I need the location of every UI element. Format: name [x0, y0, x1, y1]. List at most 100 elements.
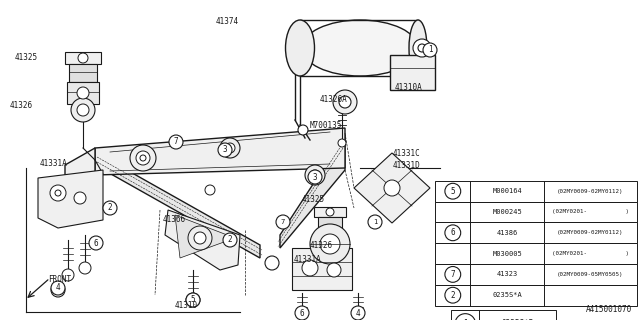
Circle shape [413, 39, 431, 57]
Circle shape [455, 314, 476, 320]
Text: (02MY0009-02MY0112): (02MY0009-02MY0112) [557, 189, 623, 194]
Polygon shape [165, 210, 240, 270]
Circle shape [51, 283, 65, 297]
Circle shape [51, 281, 65, 295]
Bar [451, 310, 556, 320]
Text: 41326A: 41326A [320, 95, 348, 105]
Circle shape [225, 143, 235, 153]
Circle shape [50, 185, 66, 201]
Text: 41310A: 41310A [395, 84, 423, 92]
Bar [435, 181, 637, 202]
Circle shape [71, 98, 95, 122]
Circle shape [136, 151, 150, 165]
Circle shape [130, 145, 156, 171]
Circle shape [223, 233, 237, 247]
Text: 2: 2 [451, 291, 455, 300]
Bar [292, 248, 352, 290]
Circle shape [103, 201, 117, 215]
Circle shape [186, 293, 200, 307]
Circle shape [418, 44, 426, 52]
Text: 0235S*A: 0235S*A [492, 292, 522, 298]
Circle shape [384, 180, 400, 196]
Bar [65, 52, 101, 64]
Polygon shape [95, 152, 260, 258]
Text: 41325: 41325 [15, 53, 38, 62]
Text: M000164: M000164 [492, 188, 522, 194]
Text: 41331A: 41331A [294, 255, 322, 265]
Bar [69, 64, 97, 82]
Text: M700135: M700135 [310, 121, 342, 130]
Polygon shape [38, 170, 103, 228]
Circle shape [194, 232, 206, 244]
Text: 41331A: 41331A [40, 158, 68, 167]
Text: (02MY0201-           ): (02MY0201- ) [552, 251, 629, 256]
Circle shape [302, 260, 318, 276]
Text: 5: 5 [191, 295, 195, 305]
Polygon shape [175, 215, 235, 258]
Text: 0235S*B: 0235S*B [502, 319, 534, 320]
Circle shape [338, 139, 346, 147]
Text: (02MY0009-05MY0505): (02MY0009-05MY0505) [557, 272, 623, 277]
Circle shape [298, 125, 308, 135]
Circle shape [326, 208, 334, 216]
Text: 41386: 41386 [497, 230, 518, 236]
Circle shape [78, 53, 88, 63]
Bar [390, 55, 435, 90]
Text: 6: 6 [451, 228, 455, 237]
Circle shape [89, 236, 103, 250]
Circle shape [295, 306, 309, 320]
Circle shape [327, 263, 341, 277]
Text: 41323: 41323 [497, 271, 518, 277]
Circle shape [445, 183, 461, 199]
Circle shape [220, 138, 240, 158]
Circle shape [140, 155, 146, 161]
Circle shape [218, 143, 232, 157]
Circle shape [308, 170, 322, 184]
Polygon shape [65, 148, 95, 192]
Circle shape [320, 234, 340, 254]
Circle shape [445, 267, 461, 282]
Circle shape [333, 90, 357, 114]
Circle shape [310, 224, 350, 264]
Bar [435, 222, 637, 243]
Bar [435, 285, 637, 306]
Ellipse shape [285, 20, 314, 76]
Text: 41374: 41374 [216, 18, 239, 27]
Circle shape [310, 170, 320, 180]
Circle shape [296, 307, 308, 319]
Text: (02MY0009-02MY0112): (02MY0009-02MY0112) [557, 230, 623, 235]
Text: A415001070: A415001070 [586, 305, 632, 314]
Circle shape [368, 215, 382, 229]
Text: 41331D: 41331D [393, 161, 420, 170]
Text: 2: 2 [108, 204, 112, 212]
Circle shape [62, 269, 74, 281]
Text: 41326: 41326 [10, 100, 33, 109]
Text: 4: 4 [56, 284, 60, 292]
Text: M000245: M000245 [492, 209, 522, 215]
Text: M030005: M030005 [492, 251, 522, 257]
Ellipse shape [302, 20, 418, 76]
Bar [318, 217, 342, 235]
Text: 6: 6 [300, 308, 304, 317]
Text: 41326: 41326 [310, 241, 333, 250]
Circle shape [77, 104, 89, 116]
Bar [435, 264, 637, 285]
Circle shape [352, 307, 364, 319]
Circle shape [445, 287, 461, 303]
Circle shape [169, 135, 183, 149]
Text: 7: 7 [173, 138, 179, 147]
Bar [67, 82, 99, 104]
Polygon shape [95, 128, 345, 175]
Text: 4: 4 [356, 308, 360, 317]
Text: 41325: 41325 [302, 196, 325, 204]
Circle shape [276, 215, 290, 229]
Text: FRONT: FRONT [48, 276, 71, 284]
Polygon shape [354, 153, 430, 223]
Circle shape [265, 256, 279, 270]
Polygon shape [280, 135, 345, 248]
Text: 1: 1 [463, 319, 468, 320]
Text: 41331C: 41331C [393, 148, 420, 157]
Text: 41310: 41310 [175, 300, 198, 309]
Circle shape [351, 306, 365, 320]
Text: 5: 5 [451, 187, 455, 196]
